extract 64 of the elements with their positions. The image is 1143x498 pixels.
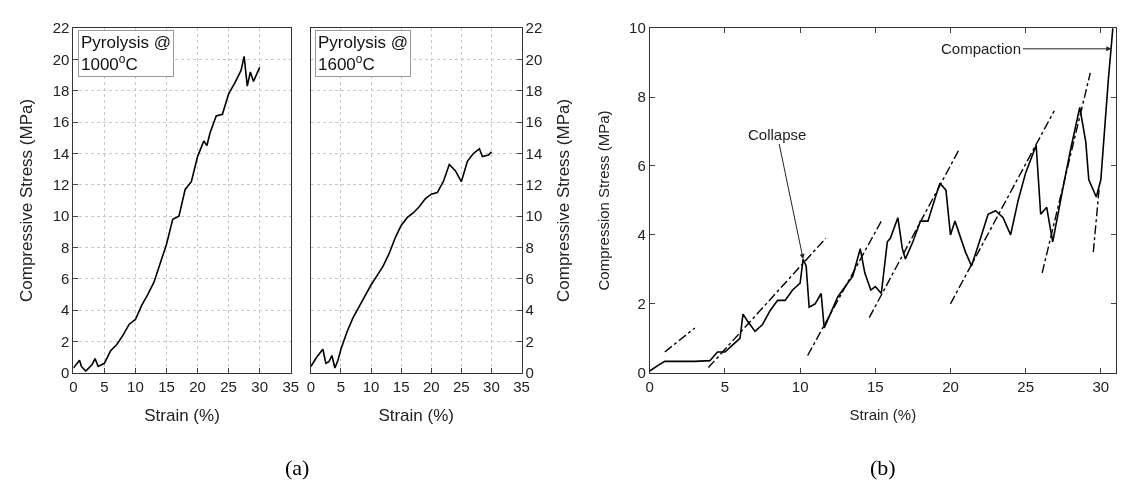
x-tick-label: 10 xyxy=(791,377,809,395)
annotation: Collapse xyxy=(748,126,807,143)
x-tick-label: 15 xyxy=(866,377,884,395)
text: (b) xyxy=(870,455,896,480)
y-tick-label: 0 xyxy=(637,363,646,381)
x-axis-title: Strain (%) xyxy=(378,406,454,426)
annotation: Pyrolysis @ 1000$^{o}$C xyxy=(81,33,171,75)
x-tick-label: 10 xyxy=(362,377,380,395)
line-series xyxy=(73,55,261,372)
x-tick-label: 20 xyxy=(422,377,440,395)
y-tick-label: 2 xyxy=(60,332,70,350)
y2-tick-label: 10 xyxy=(525,207,543,225)
y-tick-label: 4 xyxy=(637,226,646,244)
text: (a) xyxy=(285,455,310,480)
y-tick-label: 18 xyxy=(52,82,70,100)
y2-tick-label: 14 xyxy=(525,144,543,162)
y2-tick-label: 8 xyxy=(525,238,534,256)
x-tick-label: 0 xyxy=(306,377,315,395)
x-tick-label: 35 xyxy=(282,377,300,395)
y-tick-label: 4 xyxy=(60,301,70,319)
x-tick-label: 20 xyxy=(942,377,959,395)
y2-tick-label: 20 xyxy=(525,50,543,68)
y2-tick-label: 6 xyxy=(525,270,534,287)
y-tick-label: 22 xyxy=(52,19,70,37)
x-tick-label: 30 xyxy=(483,377,500,395)
y-tick-label: 2 xyxy=(637,295,646,313)
y-tick-label: 10 xyxy=(52,207,70,225)
line-series xyxy=(649,28,1114,372)
x-tick-label: 15 xyxy=(158,377,175,395)
y-tick-label: 12 xyxy=(52,176,70,194)
x-tick-label: 25 xyxy=(453,377,470,395)
y-tick-label: 16 xyxy=(52,113,70,131)
x-tick-label: 15 xyxy=(392,377,410,395)
y-tick-label: 20 xyxy=(52,50,70,68)
x-tick-label: 5 xyxy=(336,377,346,395)
y2-tick-label: 22 xyxy=(525,19,543,37)
y-tick-label: 6 xyxy=(60,270,70,287)
annotation: Pyrolysis @ 1600$^{o}$C xyxy=(318,33,408,75)
y-tick-label: 10 xyxy=(629,19,646,37)
x-tick-label: 5 xyxy=(100,377,109,395)
x-tick-label: 30 xyxy=(1092,377,1110,395)
y-axis-title: Compressive Stress (MPa) xyxy=(17,98,37,302)
x-tick-label: 25 xyxy=(220,377,237,395)
x-axis-title: Strain (%) xyxy=(144,406,220,426)
y2-axis-title: Compressive Stress (MPa) xyxy=(553,98,573,302)
line-series xyxy=(310,147,493,369)
x-tick-label: 20 xyxy=(189,377,206,395)
y2-tick-label: 18 xyxy=(525,82,543,100)
annotation: Compaction xyxy=(941,40,1022,57)
x-tick-label: 5 xyxy=(720,377,730,395)
y2-tick-label: 12 xyxy=(525,176,543,194)
y-tick-label: 8 xyxy=(60,238,70,256)
y-tick-label: 8 xyxy=(637,88,646,106)
x-tick-label: 10 xyxy=(127,377,144,395)
y-axis-title: Compression Stress (MPa) xyxy=(595,110,613,291)
y-tick-label: 14 xyxy=(52,144,70,162)
x-tick-label: 30 xyxy=(251,377,269,395)
y2-tick-label: 2 xyxy=(525,332,534,350)
x-tick-label: 25 xyxy=(1017,377,1034,395)
y2-tick-label: 4 xyxy=(525,301,534,319)
x-axis-title: Strain (%) xyxy=(849,405,917,423)
y2-tick-label: 16 xyxy=(525,113,543,131)
y-tick-label: 6 xyxy=(637,157,646,175)
y-tick-label: 0 xyxy=(60,363,70,381)
